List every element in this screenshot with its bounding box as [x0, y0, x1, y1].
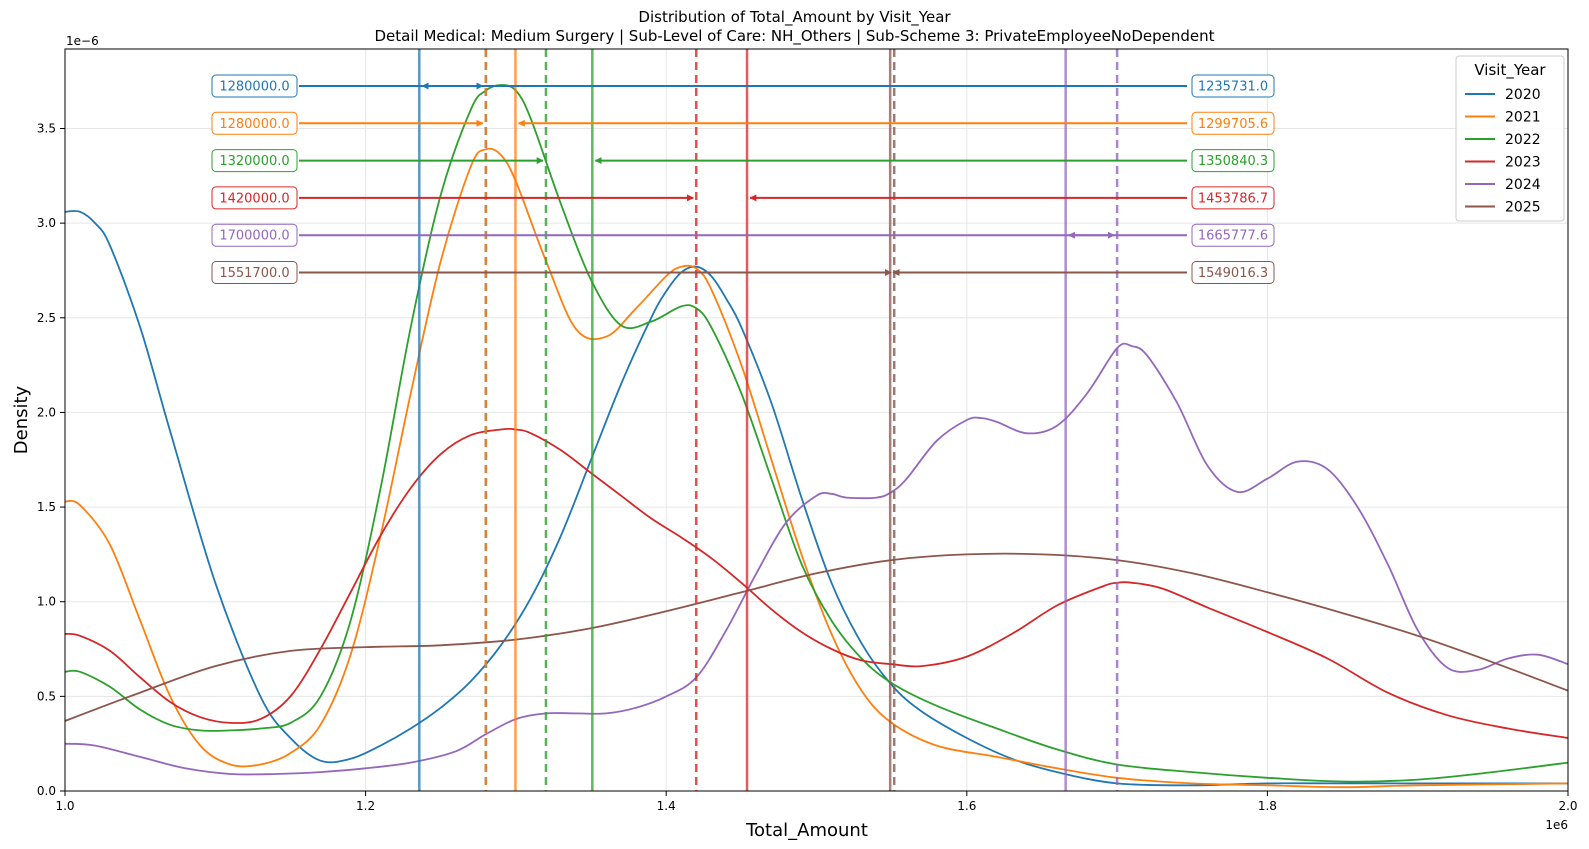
- legend: Visit_Year 2020 2021 2022 2023 2024 2025: [1455, 55, 1565, 222]
- median-label-text-2020: 1280000.0: [219, 80, 289, 95]
- density-curve-2025: [64, 552, 1569, 722]
- median-label-box-2022: [211, 149, 298, 173]
- plot-frame: [64, 48, 1569, 792]
- mean-label-text-2020: 1235731.0: [1198, 80, 1268, 95]
- legend-entry-2020: 2020: [1505, 87, 1541, 103]
- legend-frame: [1455, 55, 1565, 222]
- median-label-2022: 1320000.0: [211, 149, 298, 173]
- x-tick-label-4: 1.8: [1258, 799, 1277, 813]
- median-label-2023: 1420000.0: [211, 186, 298, 210]
- mean-label-text-2022: 1350840.3: [1198, 154, 1268, 169]
- density-curve-2020: [64, 210, 1568, 787]
- mean-label-box-2025: [1191, 261, 1275, 284]
- legend-items: 2020 2021 2022 2023 2024 2025: [1465, 87, 1541, 216]
- legend-entry-2024: 2024: [1505, 177, 1541, 193]
- mean-label-box-2023: [1191, 186, 1275, 210]
- x-tick-label-3: 1.6: [957, 799, 976, 813]
- mean-label-2022: 1350840.3: [1191, 149, 1275, 173]
- mean-label-2021: 1299705.6: [1191, 111, 1275, 135]
- mean-label-box-2021: [1191, 111, 1275, 135]
- mean-label-2020: 1235731.0: [1191, 74, 1275, 98]
- chart-subtitle: Detail Medical: Medium Surgery | Sub-Lev…: [375, 27, 1215, 46]
- y-tick-label-2: 1.0: [37, 595, 56, 609]
- mean-label-box-2024: [1191, 223, 1275, 247]
- median-label-text-2022: 1320000.0: [219, 154, 289, 169]
- median-label-box-2023: [211, 186, 298, 210]
- median-label-box-2021: [211, 111, 298, 135]
- mean-label-text-2023: 1453786.7: [1198, 191, 1268, 206]
- density-curve-2021: [64, 147, 1569, 789]
- legend-entry-2021: 2021: [1505, 110, 1541, 126]
- y-tick-label-0: 0.0: [37, 784, 56, 798]
- median-label-text-2025: 1551700.0: [219, 266, 289, 281]
- density-curve-2024: [64, 342, 1569, 776]
- x-axis-label: Total_Amount: [745, 820, 868, 841]
- x-offset-label: 1e6: [1545, 818, 1568, 832]
- median-label-box-2025: [211, 261, 298, 284]
- mean-label-2023: 1453786.7: [1191, 186, 1275, 210]
- median-label-text-2024: 1700000.0: [219, 229, 289, 244]
- median-label-text-2023: 1420000.0: [219, 191, 289, 206]
- mean-label-2024: 1665777.6: [1191, 223, 1275, 247]
- annotation-labels: 1280000.0 1235731.0 1280000.0 1299705.6 1320…: [211, 74, 1275, 284]
- chart-title: Distribution of Total_Amount by Visit_Ye…: [638, 8, 951, 27]
- y-tick-label-6: 3.0: [37, 216, 56, 230]
- y-tick-label-7: 3.5: [37, 122, 56, 136]
- median-label-box-2024: [211, 223, 298, 247]
- arrow-layer: [299, 82, 1187, 276]
- legend-entry-2023: 2023: [1505, 155, 1541, 171]
- median-label-box-2020: [211, 74, 298, 98]
- y-offset-label: 1e−6: [66, 34, 99, 48]
- mean-label-box-2022: [1191, 149, 1275, 173]
- x-tick-label-1: 1.2: [356, 799, 375, 813]
- x-tick-label-0: 1.0: [55, 799, 74, 813]
- mean-label-text-2021: 1299705.6: [1198, 117, 1268, 132]
- mean-label-text-2024: 1665777.6: [1198, 229, 1268, 244]
- x-tick-label-5: 2.0: [1558, 799, 1577, 813]
- mean-label-2025: 1549016.3: [1191, 261, 1275, 284]
- y-tick-label-3: 1.5: [37, 500, 56, 514]
- y-tick-label-4: 2.0: [37, 405, 56, 419]
- y-tick-label-1: 0.5: [37, 689, 56, 703]
- median-label-2024: 1700000.0: [211, 223, 298, 247]
- legend-entry-2025: 2025: [1505, 200, 1541, 216]
- y-axis-ticks: 0.0 0.5 1.0 1.5 2.0 2.5 3.0 3.5: [37, 122, 65, 798]
- density-curve-2023: [64, 427, 1569, 739]
- y-axis-label: Density: [11, 385, 32, 454]
- y-tick-label-5: 2.5: [37, 311, 56, 325]
- vline-layer: [418, 49, 1119, 791]
- density-curve-2022: [64, 84, 1569, 783]
- median-label-2020: 1280000.0: [211, 74, 298, 98]
- legend-entry-2022: 2022: [1505, 132, 1541, 148]
- median-label-2025: 1551700.0: [211, 261, 298, 284]
- legend-title: Visit_Year: [1474, 61, 1546, 80]
- median-label-2021: 1280000.0: [211, 111, 298, 135]
- curve-layer: [64, 84, 1569, 789]
- x-axis-ticks: 1.0 1.2 1.4 1.6 1.8 2.0: [55, 791, 1578, 813]
- mean-label-text-2025: 1549016.3: [1198, 266, 1268, 281]
- mean-label-box-2020: [1191, 74, 1275, 98]
- x-tick-label-2: 1.4: [657, 799, 676, 813]
- median-label-text-2021: 1280000.0: [219, 117, 289, 132]
